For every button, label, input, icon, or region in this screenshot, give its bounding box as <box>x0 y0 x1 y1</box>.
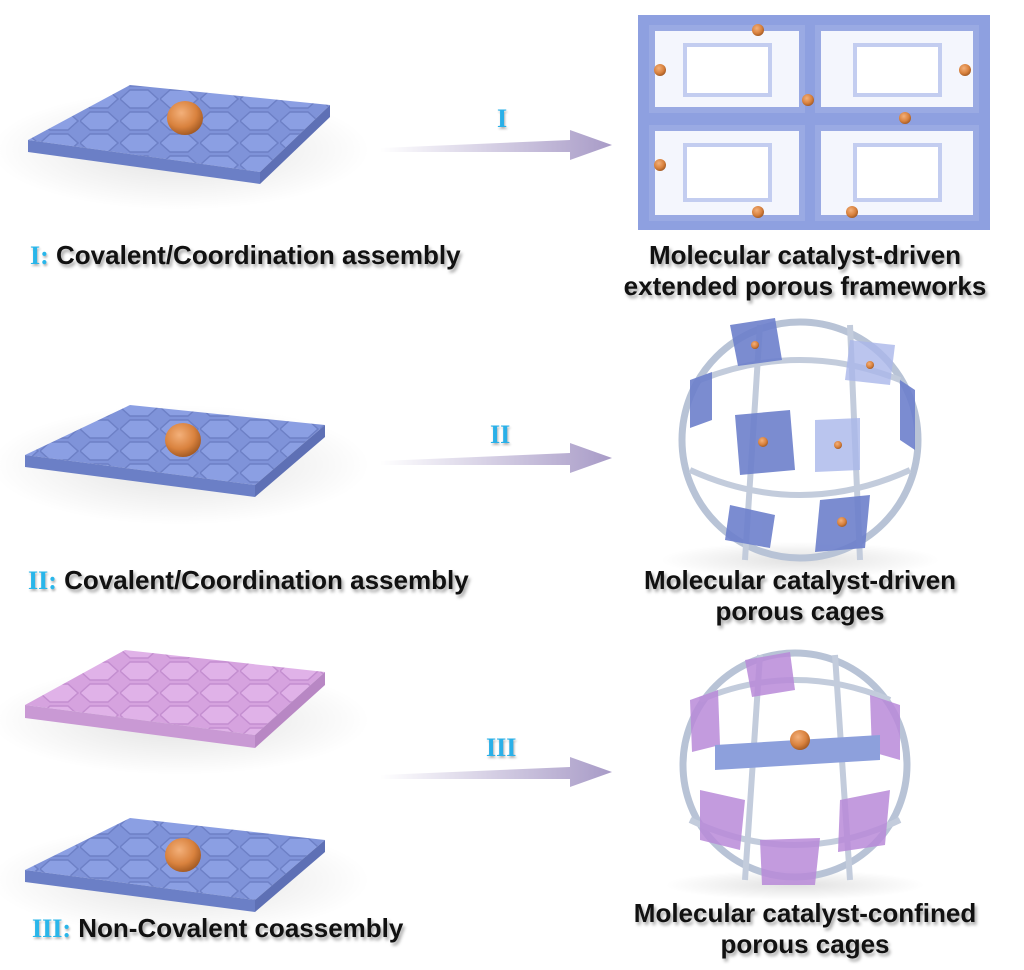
arrow-3 <box>380 757 612 787</box>
arrow-2 <box>380 443 612 473</box>
route-1-label: I: Covalent/Coordination assembly <box>30 240 461 271</box>
sheet-with-catalyst-2 <box>0 405 370 525</box>
arrow-1 <box>380 130 612 160</box>
product-1-line2: extended porous frameworks <box>623 271 987 301</box>
porous-framework <box>638 15 990 230</box>
product-3-label: Molecular catalyst-confined porous cages <box>595 898 1015 960</box>
sheet-pink <box>0 650 370 775</box>
product-2-label: Molecular catalyst-driven porous cages <box>590 565 1010 627</box>
product-3-line2: porous cages <box>720 929 890 959</box>
product-3-line1: Molecular catalyst-confined <box>633 898 977 928</box>
catalyst-sphere <box>165 423 201 457</box>
step-label-3: III <box>486 733 517 762</box>
step-label-1: I <box>497 104 508 133</box>
route-2-prefix: II: <box>28 566 57 595</box>
catalyst-sphere <box>165 838 201 872</box>
catalyst-sphere <box>167 101 203 135</box>
product-1-label: Molecular catalyst-driven extended porous… <box>595 240 1015 302</box>
route-3-prefix: III: <box>32 914 72 943</box>
sheet-with-catalyst-3 <box>0 818 370 935</box>
route-2-label: II: Covalent/Coordination assembly <box>28 565 469 596</box>
porous-cage-pink <box>665 649 925 900</box>
route-1-prefix: I: <box>30 241 49 270</box>
product-2-line2: porous cages <box>715 596 885 626</box>
product-2-line1: Molecular catalyst-driven <box>643 565 957 595</box>
sheet-with-catalyst-1 <box>0 85 370 210</box>
porous-cage-blue <box>660 318 940 578</box>
route-3-text: Non-Covalent coassembly <box>78 913 404 943</box>
route-3-label: III: Non-Covalent coassembly <box>32 913 403 944</box>
product-1-line1: Molecular catalyst-driven <box>648 240 962 270</box>
route-2-text: Covalent/Coordination assembly <box>64 565 469 595</box>
route-1-text: Covalent/Coordination assembly <box>56 240 461 270</box>
step-label-2: II <box>490 420 511 449</box>
